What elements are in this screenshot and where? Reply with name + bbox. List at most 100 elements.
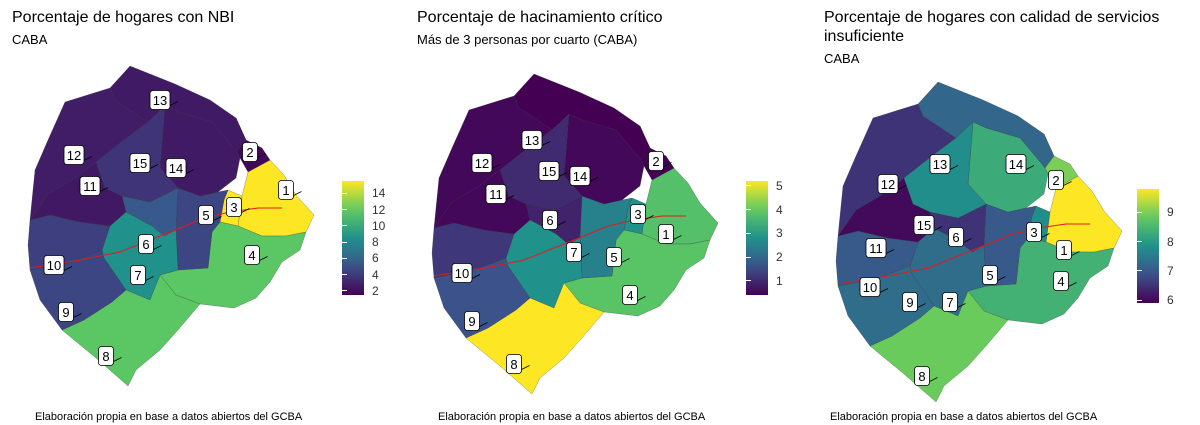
chart-subtitle: CABA [824,51,860,66]
comuna-label-8: 8 [102,349,109,364]
legend-tick-mark [364,290,369,292]
comuna-label-box-4 [622,285,638,305]
legend-tick-mark [364,274,369,276]
legend-tick-mark [768,185,773,187]
legend-tick-label: 4 [372,267,379,282]
comuna-label-box-11 [79,176,101,196]
comuna-label-7: 7 [570,245,577,260]
comuna-label-box-2 [1048,170,1064,190]
chart-title: Porcentaje de hacinamiento crítico [417,9,663,26]
comuna-label-13: 13 [153,93,167,108]
comuna-label-12: 12 [67,148,81,163]
legend-tick-label: 4 [776,202,783,217]
legend-tick-mark [746,232,751,234]
comuna-label-6: 6 [546,213,553,228]
comuna-label-box-1 [1056,240,1072,260]
comuna-label-box-5 [198,205,214,225]
comuna-label-2: 2 [246,145,253,160]
chart-title: Porcentaje de hogares con calidad de ser… [824,9,1160,45]
comuna-label-box-15 [913,215,935,235]
comuna-label-box-13 [521,130,543,150]
legend-tick-label: 2 [776,250,783,264]
chart-caption: Elaboración propia en base a datos abier… [438,411,706,423]
chart-caption: Elaboración propia en base a datos abier… [830,411,1098,423]
legend-tick-mark [364,192,369,194]
comuna-label-box-6 [542,210,558,230]
legend-tick-mark [1159,299,1164,301]
legend-tick-mark [342,290,347,292]
chart-panel-servicios: Porcentaje de hogares con calidad de ser… [800,0,1200,425]
comuna-label-8: 8 [918,369,925,384]
comuna-label-box-14 [165,158,187,178]
avenue-line [433,215,686,277]
comuna-label-15: 15 [917,218,931,233]
comuna-label-13: 13 [933,157,947,172]
comuna-label-box-1 [278,180,294,200]
comuna-label-box-15 [538,161,560,181]
comuna-label-box-2 [242,142,258,162]
legend-tick-mark [342,274,347,276]
comuna-label-box-2 [648,151,664,171]
comuna-label-1: 1 [662,227,669,242]
comuna-label-14: 14 [1009,157,1023,172]
comuna-label-7: 7 [134,268,141,283]
comuna-label-14: 14 [573,169,587,184]
legend-tick-label: 6 [1167,293,1174,308]
comuna-label-box-9 [58,302,74,322]
comuna-label-box-4 [1053,271,1069,291]
legend-tick-mark [746,280,751,282]
legend-tick-mark [746,256,751,258]
avenue-line [837,223,1090,285]
comuna-label-box-12 [63,145,85,165]
legend-tick-label: 6 [372,251,379,266]
comuna-label-4: 4 [626,288,633,303]
comuna-label-8: 8 [510,357,517,372]
legend-tick-label: 3 [776,226,783,241]
comuna-label-box-10 [451,263,473,283]
chart-subtitle: Más de 3 personas por cuarto (CABA) [417,32,638,47]
legend-tick-mark [1137,270,1142,272]
comuna-label-box-5 [982,265,998,285]
comuna-label-box-4 [244,245,260,265]
comuna-label-11: 11 [489,187,503,202]
legend-tick-mark [342,225,347,227]
comuna-label-box-9 [464,311,480,331]
legend-tick-label: 1 [776,273,783,288]
legend-tick-mark [1159,270,1164,272]
comuna-label-13: 13 [525,133,539,148]
comuna-label-box-15 [129,153,151,173]
comuna-label-5: 5 [202,208,209,223]
legend-colorbar [746,181,768,295]
legend-tick-mark [1137,241,1142,243]
comuna-label-1: 1 [1060,243,1067,258]
comuna-label-2: 2 [652,154,659,169]
comuna-label-box-14 [569,166,591,186]
legend-tick-mark [1159,241,1164,243]
legend-tick-mark [768,256,773,258]
legend-tick-mark [768,209,773,210]
comuna-label-2: 2 [1052,173,1059,188]
legend-tick-label: 5 [776,178,783,193]
comuna-label-10: 10 [863,280,877,295]
legend-colorbar [1137,189,1159,303]
comuna-label-box-7 [942,292,958,312]
comuna-label-3: 3 [634,207,641,222]
chart-caption: Elaboración propia en base a datos abier… [35,411,303,423]
comuna-label-11: 11 [869,241,883,256]
legend-colorbar [342,181,364,295]
comuna-label-box-7 [130,265,146,285]
comuna-label-5: 5 [610,250,617,265]
comuna-label-10: 10 [47,258,61,273]
comuna-label-6: 6 [952,230,959,245]
legend-tick-mark [1137,211,1142,213]
legend-tick-mark [364,209,369,210]
comuna-label-12: 12 [881,177,895,192]
comuna-label-box-8 [506,354,522,374]
comuna-label-box-12 [877,174,899,194]
comuna-label-box-3 [226,197,242,217]
legend-tick-label: 8 [1167,234,1174,249]
